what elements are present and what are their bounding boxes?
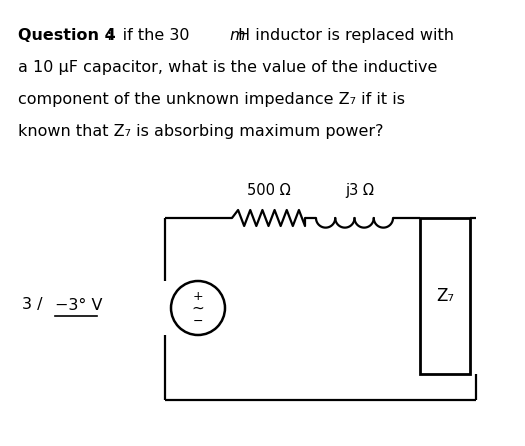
Bar	[420, 218, 470, 374]
Text: 3 /: 3 /	[22, 297, 43, 313]
Text: Question 4: Question 4	[18, 28, 116, 43]
Circle shape	[171, 281, 225, 335]
Text: +: +	[193, 290, 203, 303]
Text: :  if the 30: : if the 30	[107, 28, 195, 43]
Text: H inductor is replaced with: H inductor is replaced with	[238, 28, 454, 43]
Text: 500 Ω: 500 Ω	[247, 183, 290, 198]
Text: a 10 μF capacitor, what is the value of the inductive: a 10 μF capacitor, what is the value of …	[18, 60, 437, 75]
Text: −: −	[193, 314, 203, 327]
Text: known that Z₇ is absorbing maximum power?: known that Z₇ is absorbing maximum power…	[18, 124, 383, 139]
Text: −3° V: −3° V	[55, 297, 102, 313]
Text: m: m	[229, 28, 245, 43]
Text: ~: ~	[192, 301, 204, 315]
Text: j3 Ω: j3 Ω	[345, 183, 374, 198]
Text: component of the unknown impedance Z₇ if it is: component of the unknown impedance Z₇ if…	[18, 92, 405, 107]
Text: Z₇: Z₇	[436, 287, 454, 305]
